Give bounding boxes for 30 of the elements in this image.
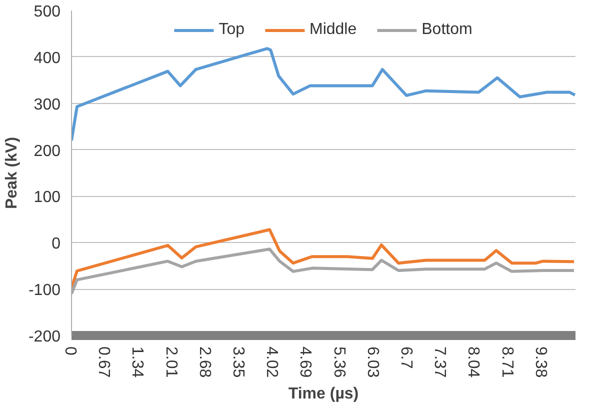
y-tick-label: 500 (34, 4, 61, 20)
x-tick-label: 7.37 (431, 346, 448, 378)
x-tick-label: 8.71 (498, 346, 516, 378)
line-series (72, 228, 576, 290)
x-tick-label: 2.68 (196, 346, 213, 378)
x-tick-label: 0.67 (95, 346, 112, 378)
x-tick-label: 2.01 (162, 346, 180, 378)
x-tick-label: 9.38 (532, 346, 549, 378)
x-tick-label: 4.69 (296, 346, 314, 378)
y-axis-title: Peak (kV) (3, 136, 20, 210)
y-tick-label: 400 (34, 50, 61, 67)
legend-label: Top (218, 21, 244, 39)
y-tick-label: -200 (28, 328, 61, 346)
y-tick-label: -100 (28, 282, 61, 300)
x-tick-label: 3.35 (230, 346, 246, 378)
y-tick-label: 300 (34, 96, 61, 114)
x-axis-title: Time (µs) (288, 386, 359, 403)
x-tick-label: 1.34 (128, 346, 146, 378)
legend-label: Bottom (422, 21, 472, 39)
x-tick-label: 6.03 (364, 346, 381, 378)
x-tick-label: 0 (62, 346, 78, 356)
x-tick-label: 6.7 (398, 346, 414, 369)
line-series (72, 47, 576, 142)
y-tick-label: 0 (52, 236, 61, 253)
y-tick-label: 100 (34, 189, 61, 206)
legend-label: Middle (309, 21, 357, 39)
x-tick-label: 8.04 (464, 346, 482, 378)
x-tick-label: 4.02 (263, 346, 280, 378)
y-tick-label: 200 (34, 142, 61, 160)
x-tick-label: 5.36 (330, 346, 348, 378)
